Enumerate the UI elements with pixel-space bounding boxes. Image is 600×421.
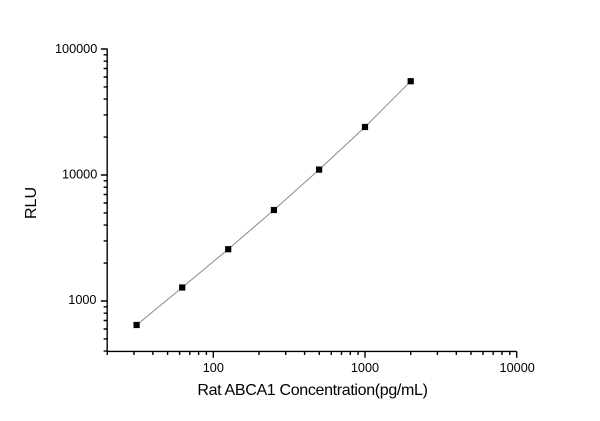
svg-text:1000: 1000 — [351, 361, 379, 375]
svg-text:100: 100 — [203, 361, 224, 375]
svg-text:10000: 10000 — [62, 167, 97, 181]
svg-text:Rat ABCA1 Concentration(pg/mL): Rat ABCA1 Concentration(pg/mL) — [197, 382, 427, 399]
svg-text:RLU: RLU — [23, 187, 40, 219]
svg-text:10000: 10000 — [500, 361, 535, 375]
svg-text:1000: 1000 — [68, 293, 96, 307]
svg-text:100000: 100000 — [55, 42, 97, 56]
